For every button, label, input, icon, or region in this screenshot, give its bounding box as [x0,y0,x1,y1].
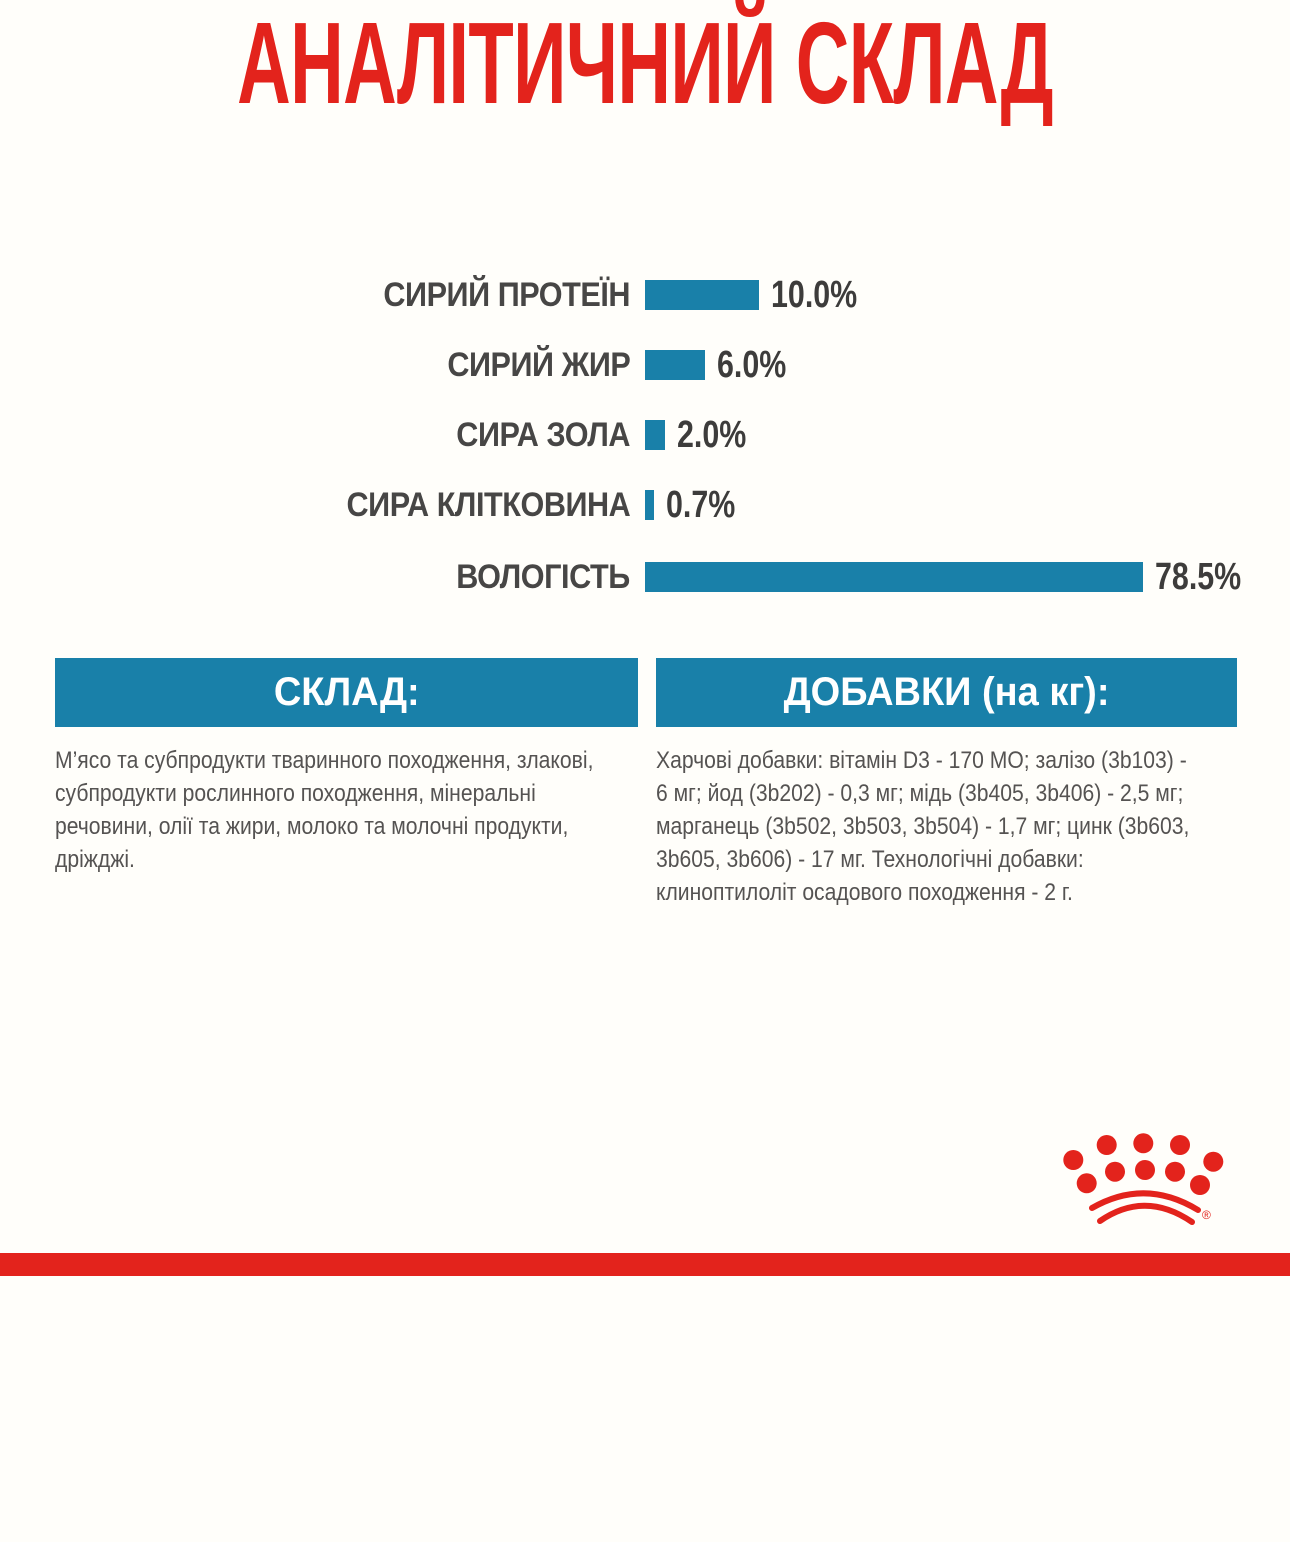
additives-text: Харчові добавки: вітамін D3 - 170 МО; за… [656,744,1246,909]
body-text-line: речовини, олії та жири, молоко та молочн… [55,813,569,840]
royal-canin-crown-icon: ® [1063,1133,1224,1225]
chart-row: ВОЛОГІСТЬ 78.5% [0,556,1290,598]
nutrient-value: 2.0% [677,414,747,456]
chart-row: СИРА КЛІТКОВИНА 0.7% [0,484,1290,526]
body-text-line: клиноптилоліт осадового походження - 2 г… [656,879,1073,906]
nutrient-bar [645,350,705,380]
nutrient-label: СИРА КЛІТКОВИНА [346,486,630,524]
nutrient-bar [645,562,1143,592]
nutrient-value: 78.5% [1155,556,1242,598]
composition-text: М’ясо та субпродукти тваринного походжен… [55,744,640,876]
chart-row: СИРА ЗОЛА 2.0% [0,414,1290,456]
chart-row: СИРИЙ ПРОТЕЇН 10.0% [0,274,1290,316]
nutrient-bar [645,280,759,310]
nutrient-label: СИРА ЗОЛА [456,416,630,454]
additives-header-label: ДОБАВКИ (на кг): [783,670,1110,714]
nutrient-bar [645,490,654,520]
page-title: АНАЛІТИЧНИЙ СКЛАД [237,0,1053,128]
body-text-line: субпродукти рослинного походження, мінер… [55,780,536,807]
body-text-line: 3b605, 3b606) - 17 мг. Технологічні доба… [656,846,1084,873]
nutrient-bar [645,420,665,450]
red-footer-stripe [0,1253,1290,1276]
body-text-line: Харчові добавки: вітамін D3 - 170 МО; за… [656,747,1187,774]
composition-header-banner: СКЛАД: [55,658,638,727]
nutrient-label: ВОЛОГІСТЬ [456,558,631,596]
nutrient-value: 0.7% [666,484,736,526]
nutrient-label: СИРИЙ ЖИР [446,346,630,384]
body-text-line: дріжджі. [55,846,135,873]
chart-row: СИРИЙ ЖИР 6.0% [0,344,1290,386]
analytical-composition-chart: СИРИЙ ПРОТЕЇН 10.0% СИРИЙ ЖИР 6.0% СИРА ЗОЛА… [0,274,1290,610]
additives-header-banner: ДОБАВКИ (на кг): [656,658,1237,727]
body-text-line: 6 мг; йод (3b202) - 0,3 мг; мідь (3b405,… [656,780,1184,807]
body-text-line: марганець (3b502, 3b503, 3b504) - 1,7 мг… [656,813,1190,840]
registered-trademark-icon: ® [1202,1208,1211,1222]
nutrient-label: СИРИЙ ПРОТЕЇН [383,276,630,314]
body-text-line: М’ясо та субпродукти тваринного походжен… [55,747,594,774]
composition-header-label: СКЛАД: [273,670,420,714]
nutrient-value: 10.0% [771,274,858,316]
nutrient-value: 6.0% [717,344,787,386]
